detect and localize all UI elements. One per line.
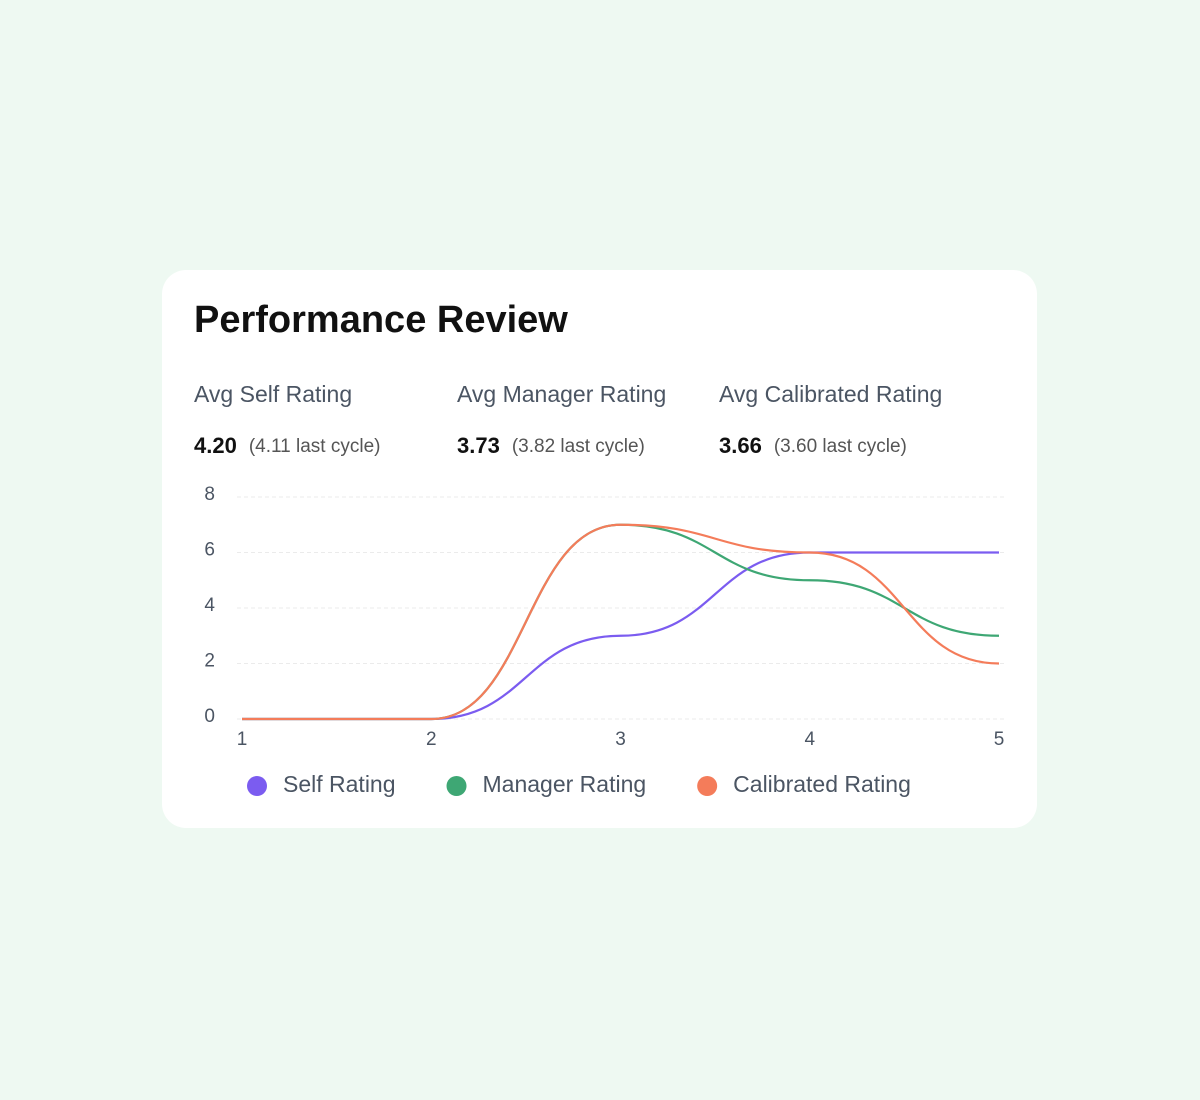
y-tick-label: 0 (204, 706, 215, 727)
stat-label: Avg Calibrated Rating (719, 381, 942, 407)
card-title: Performance Review (194, 299, 568, 341)
legend-marker (697, 776, 718, 796)
legend-label: Calibrated Rating (733, 771, 911, 797)
legend-marker (446, 776, 467, 796)
stat-value: 4.20 (194, 433, 237, 458)
y-tick-label: 2 (204, 651, 215, 672)
x-tick-label: 3 (615, 729, 626, 750)
line-series (241, 523, 1000, 721)
y-tick-label: 8 (204, 484, 215, 505)
stat-value: 3.73 (457, 433, 500, 458)
y-tick-label: 6 (204, 540, 215, 561)
legend-label: Self Rating (283, 771, 396, 797)
legend-marker (247, 776, 267, 796)
stat-previous: (3.82 last cycle) (512, 436, 645, 457)
x-tick-label: 1 (237, 729, 248, 750)
y-tick-label: 4 (204, 595, 215, 616)
stat-previous: (3.60 last cycle) (774, 436, 907, 457)
stat-label: Avg Self Rating (194, 381, 352, 407)
stat-previous: (4.11 last cycle) (249, 436, 381, 457)
x-tick-label: 4 (804, 729, 815, 750)
x-tick-label: 2 (426, 729, 437, 750)
card (162, 270, 1037, 828)
x-tick-label: 5 (994, 729, 1005, 750)
stat-value: 3.66 (719, 433, 762, 458)
legend-label: Manager Rating (483, 771, 647, 797)
stat-label: Avg Manager Rating (457, 381, 666, 407)
